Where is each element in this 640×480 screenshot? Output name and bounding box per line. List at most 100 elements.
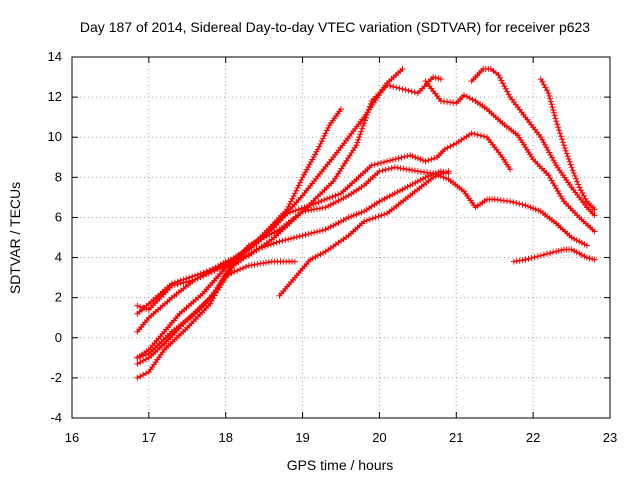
data-point-marker: [378, 212, 385, 219]
data-point-marker: [417, 177, 424, 183]
data-point-marker: [537, 134, 544, 141]
data-point-marker: [437, 171, 444, 178]
data-point-marker: [570, 170, 577, 176]
data-point-marker: [516, 200, 523, 207]
data-point-marker: [550, 109, 557, 116]
data-point-marker: [177, 280, 184, 287]
data-point-marker: [289, 195, 296, 202]
data-point-marker: [443, 175, 449, 182]
data-point-marker: [174, 281, 181, 288]
data-point-marker: [591, 212, 598, 219]
data-point-marker: [189, 277, 196, 284]
data-point-marker: [305, 231, 312, 237]
data-point-marker: [578, 251, 585, 258]
data-point-marker: [404, 183, 411, 190]
data-point-marker: [557, 130, 563, 137]
data-point-marker: [311, 229, 318, 236]
data-point-marker: [565, 156, 572, 162]
data-point-marker: [477, 132, 484, 139]
data-point-marker: [547, 95, 554, 102]
data-point-marker: [559, 139, 566, 146]
data-point-marker: [284, 210, 291, 217]
data-point-marker: [303, 166, 310, 173]
data-point-marker: [431, 155, 438, 162]
x-tick-label: 16: [65, 430, 79, 445]
data-point-marker: [534, 253, 541, 260]
data-point-marker: [396, 187, 403, 194]
data-point-marker: [575, 181, 582, 188]
data-point-marker: [180, 279, 187, 286]
data-point-marker: [355, 136, 362, 143]
data-point-marker: [583, 242, 590, 249]
data-point-marker: [571, 247, 578, 254]
data-point-marker: [425, 157, 432, 164]
data-point-marker: [335, 191, 342, 198]
data-point-marker: [183, 278, 190, 285]
data-point-marker: [474, 131, 481, 138]
data-point-marker: [290, 234, 297, 241]
data-point-marker: [316, 143, 323, 150]
data-point-marker: [290, 193, 297, 200]
x-tick-label: 22: [526, 430, 540, 445]
data-point-marker: [362, 117, 368, 124]
data-point-marker: [330, 222, 337, 229]
data-point-marker: [316, 228, 323, 234]
data-point-marker: [234, 267, 241, 274]
data-point-marker: [271, 229, 278, 236]
series-arc-7: [134, 258, 298, 367]
data-point-marker: [398, 154, 405, 161]
data-point-marker: [318, 138, 325, 145]
data-point-marker: [350, 212, 357, 219]
y-tick-label: 0: [55, 330, 62, 345]
data-point-marker: [389, 156, 396, 163]
data-point-marker: [395, 155, 402, 162]
data-point-marker: [591, 228, 598, 235]
y-tick-label: 8: [55, 169, 62, 184]
x-axis-label: GPS time / hours: [287, 457, 394, 473]
y-ticks: -4 -2 0 2 4 6 8 10 12 14: [48, 49, 610, 425]
data-point-marker: [287, 209, 294, 216]
data-point-marker: [314, 228, 320, 235]
data-point-marker: [361, 218, 368, 225]
data-point-marker: [314, 146, 321, 153]
data-point-marker: [302, 231, 309, 238]
x-tick-label: 20: [372, 430, 386, 445]
data-point-marker: [343, 193, 350, 200]
data-point-marker: [291, 258, 298, 265]
data-point-marker: [384, 194, 391, 201]
data-point-marker: [319, 227, 326, 234]
series-arc-11: [537, 76, 598, 213]
data-point-marker: [574, 178, 581, 185]
data-point-marker: [293, 234, 300, 240]
data-point-marker: [591, 206, 598, 213]
data-point-marker: [558, 247, 565, 254]
data-point-marker: [253, 246, 260, 253]
data-point-marker: [321, 132, 328, 139]
data-point-marker: [292, 207, 299, 214]
data-point-marker: [405, 87, 412, 94]
data-point-marker: [525, 255, 532, 262]
data-point-marker: [381, 211, 388, 218]
data-point-marker: [338, 106, 344, 113]
data-point-marker: [549, 154, 555, 161]
data-point-marker: [510, 199, 517, 206]
y-tick-label: 2: [55, 290, 62, 305]
data-point-marker: [399, 86, 406, 93]
data-point-marker: [291, 190, 298, 197]
data-point-marker: [393, 84, 400, 91]
data-point-marker: [568, 164, 575, 171]
data-point-marker: [552, 115, 559, 122]
data-point-marker: [309, 255, 316, 262]
data-point-marker: [471, 131, 478, 137]
data-point-marker: [365, 106, 372, 113]
data-point-marker: [256, 237, 262, 244]
y-tick-label: 4: [55, 250, 62, 265]
data-point-marker: [571, 235, 578, 242]
data-point-marker: [379, 167, 386, 174]
data-point-marker: [288, 198, 294, 205]
chart-title: Day 187 of 2014, Sidereal Day-to-day VTE…: [80, 19, 590, 35]
data-point-marker: [338, 218, 344, 225]
data-point-marker: [273, 239, 280, 246]
data-point-marker: [558, 133, 564, 140]
data-point-marker: [573, 175, 579, 182]
